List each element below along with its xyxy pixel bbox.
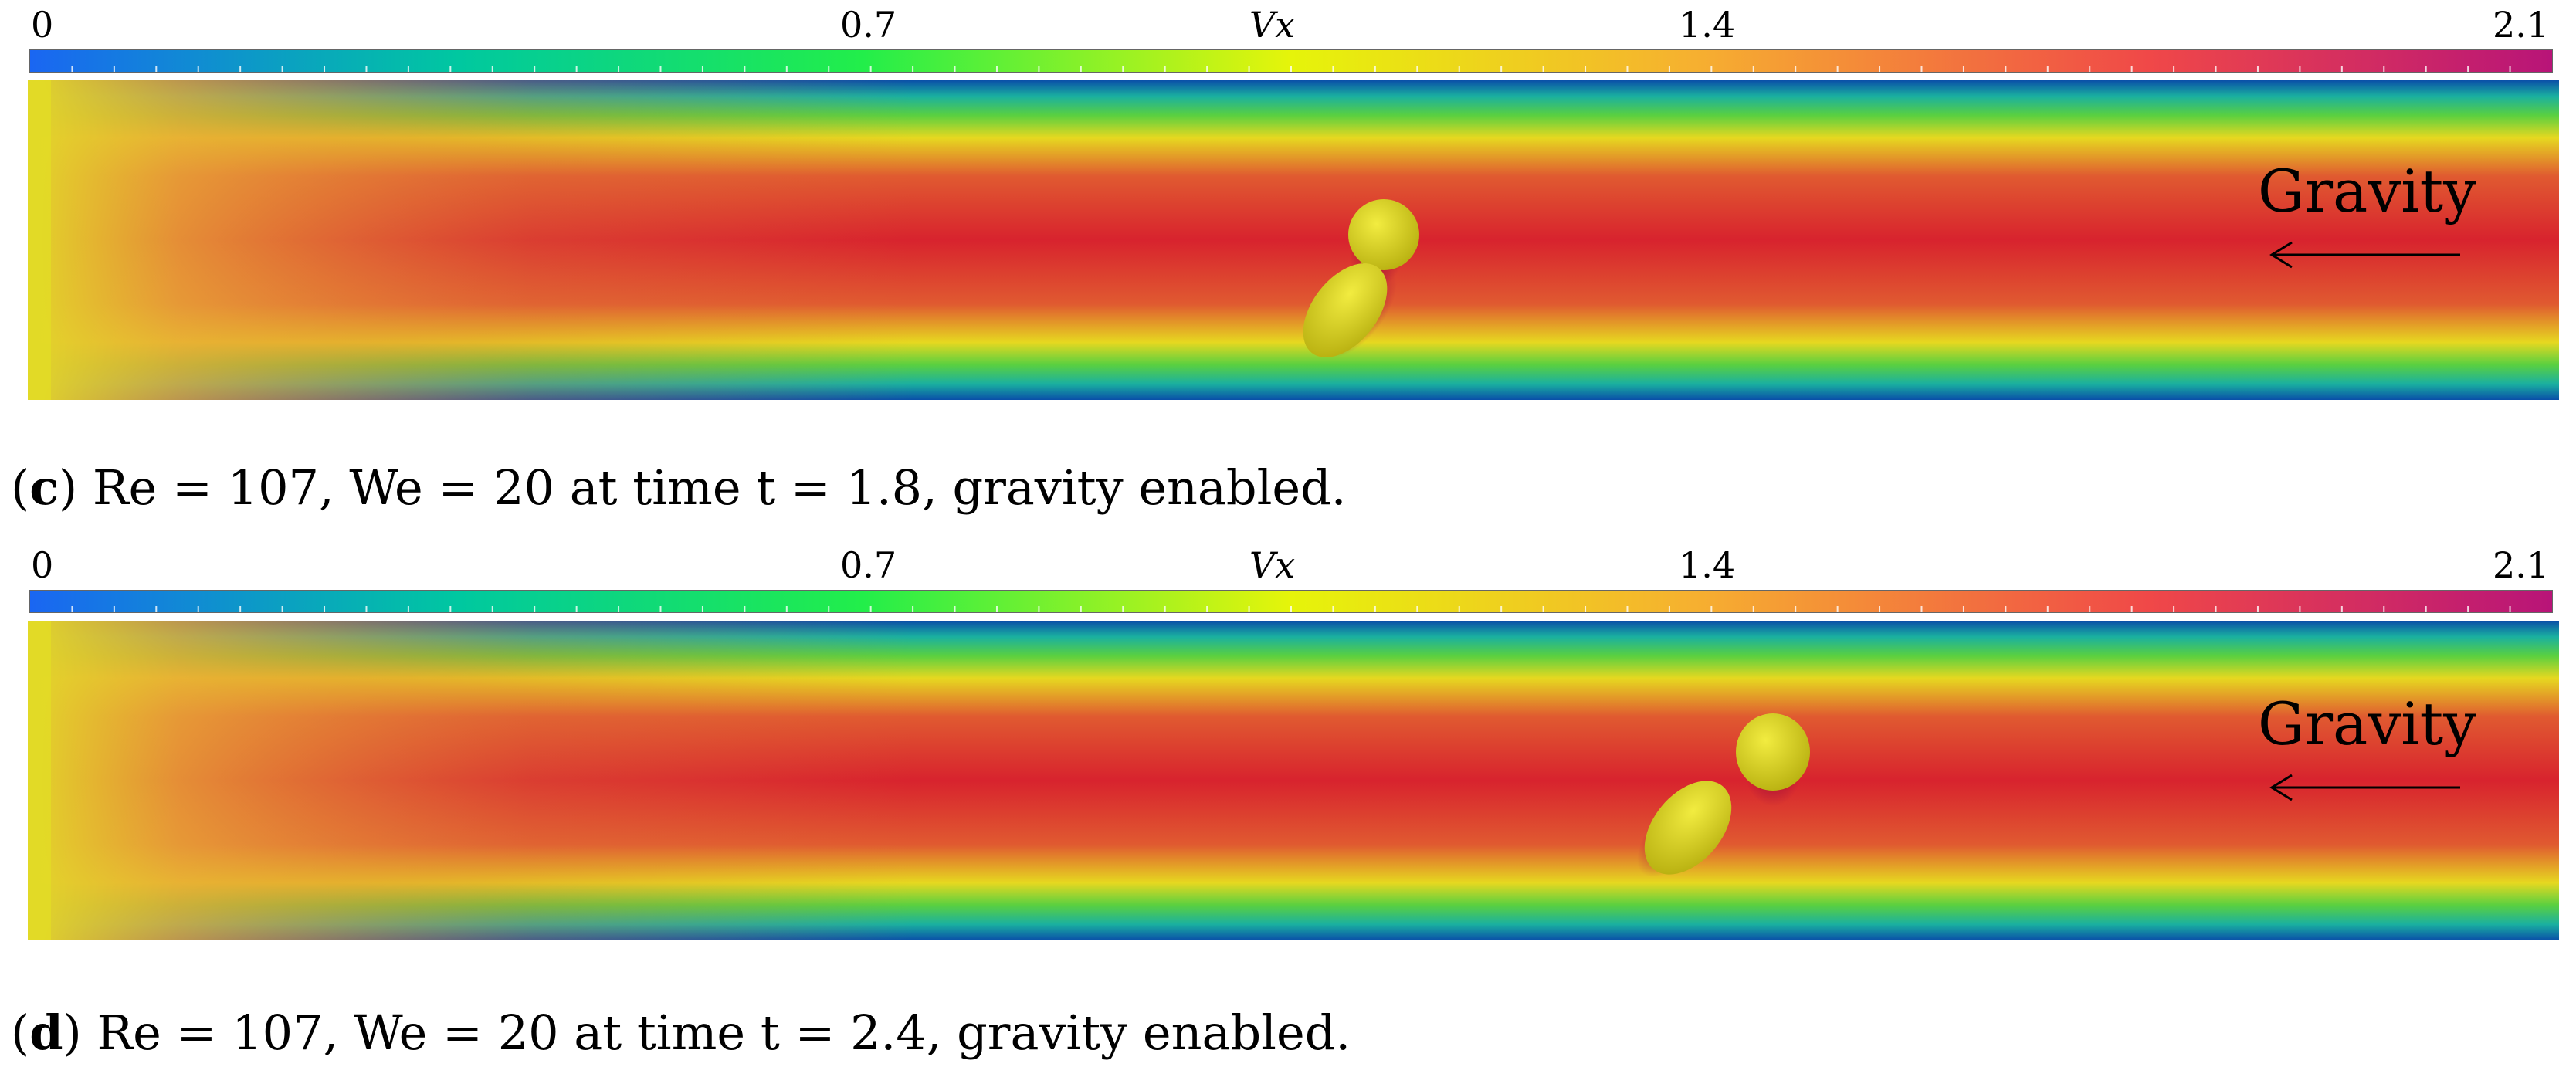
colorbar-max-label: 2.1 [2493,4,2550,46]
figure-caption: (d) Re = 107, We = 20 at time t = 2.4, g… [11,1004,1351,1061]
velocity-field: Gravity [28,80,2559,400]
gravity-label: Gravity [2258,157,2476,225]
figure-panel-d: 0 0.7 Vx 1.4 2.1 [0,540,2576,1084]
droplet-lower [1644,781,1732,875]
droplet-upper [1736,713,1810,791]
figure-panel-c: 0 0.7 Vx 1.4 2.1 [0,0,2576,540]
caption-text: Re = 107, We = 20 at time t = 2.4, gravi… [81,1004,1351,1061]
colorbar [29,590,2553,613]
colorbar-title: Vx [1249,544,1296,586]
colorbar-min-label: 0 [31,544,54,586]
caption-letter: c [29,459,59,516]
colorbar-max-label: 2.1 [2493,544,2550,586]
caption-letter: d [29,1004,63,1061]
colorbar-tick-label: 1.4 [1679,4,1736,46]
colorbar-tick-label: 1.4 [1679,544,1736,586]
colorbar [29,49,2553,73]
droplet-upper [1348,199,1419,270]
colorbar-tick-label: 0.7 [840,544,897,586]
colorbar-tick-label: 0.7 [840,4,897,46]
velocity-field: Gravity [28,621,2559,940]
arrow-left-icon [2269,774,2293,801]
droplet-lower [1303,263,1388,357]
figure-caption: (c) Re = 107, We = 20 at time t = 1.8, g… [11,459,1347,516]
gravity-label: Gravity [2258,689,2476,758]
caption-text: Re = 107, We = 20 at time t = 1.8, gravi… [77,459,1347,516]
colorbar-title: Vx [1249,4,1296,46]
arrow-left-icon [2269,241,2293,269]
colorbar-min-label: 0 [31,4,54,46]
